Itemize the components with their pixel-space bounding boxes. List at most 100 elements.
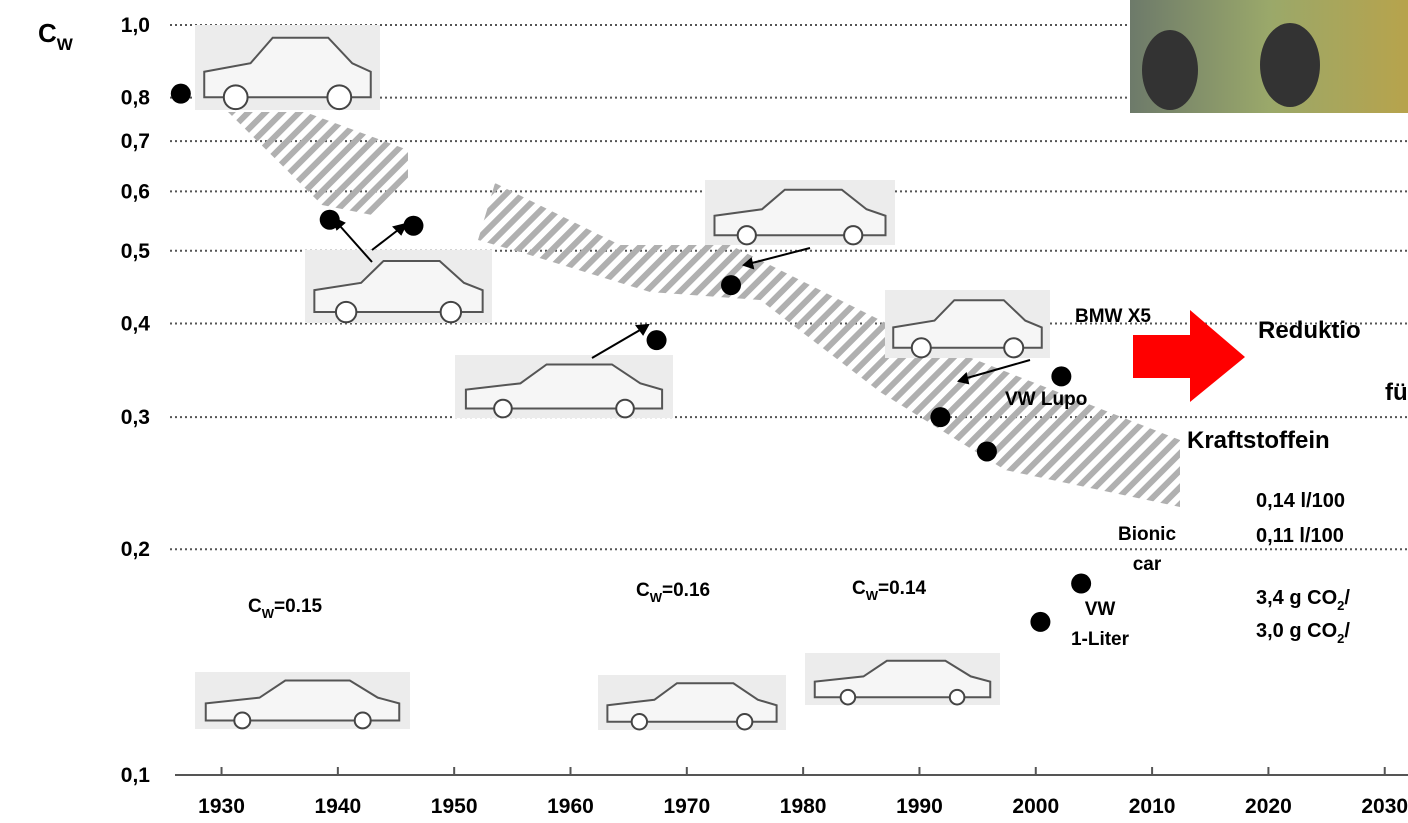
- y-axis-label: CW: [38, 18, 74, 54]
- car-body: [713, 188, 887, 237]
- side-text: Reduktio: [1258, 317, 1361, 344]
- side-text-main: 3,0 g CO: [1256, 620, 1337, 642]
- car-body: [204, 679, 401, 722]
- car-body: [313, 259, 484, 314]
- cw-text: =0.15: [274, 596, 323, 617]
- cw-sub: W: [262, 606, 275, 621]
- x-tick-label: 2030: [1361, 795, 1408, 818]
- side-text-main: fü: [1385, 379, 1408, 406]
- car-wheel: [353, 711, 372, 730]
- data-point: [930, 407, 951, 428]
- cw-main: C: [636, 580, 650, 601]
- car-image: [805, 653, 1000, 706]
- car-wheel: [1003, 337, 1025, 359]
- data-point: [721, 275, 742, 296]
- car-image: [195, 672, 410, 730]
- car-body: [203, 36, 372, 99]
- arrows: [331, 216, 1031, 385]
- y-tick-label: 0,2: [121, 538, 150, 561]
- car-wheel: [843, 225, 864, 246]
- side-text: Kraftstoffein: [1187, 427, 1330, 454]
- y-label-main: C: [38, 18, 57, 48]
- x-tick-label: 2020: [1245, 795, 1292, 818]
- side-text-post: /: [1344, 587, 1350, 609]
- data-point: [1051, 366, 1072, 387]
- car-image: [705, 180, 895, 246]
- data-point: [646, 330, 667, 351]
- data-point: [976, 441, 997, 462]
- y-tick-label: 1,0: [121, 14, 150, 37]
- y-tick-label: 0,4: [121, 312, 151, 335]
- point-annotation: 1-Liter: [1071, 629, 1130, 650]
- car-wheel: [222, 84, 249, 111]
- y-tick-label: 0,8: [121, 87, 151, 110]
- car-wheel: [910, 337, 932, 359]
- hatched-bands: [228, 112, 1180, 507]
- x-tick-label: 1980: [780, 795, 827, 818]
- x-tick-label: 1950: [431, 795, 478, 818]
- car-wheel: [839, 688, 857, 706]
- side-text-main: 0,14 l/100: [1256, 490, 1345, 512]
- y-tick-label: 0,6: [121, 180, 150, 203]
- cw-text: =0.16: [662, 580, 710, 601]
- car-wheel: [630, 713, 649, 731]
- side-text-main: 0,11 l/100: [1256, 525, 1344, 547]
- x-tick-label: 1940: [314, 795, 361, 818]
- point-annotation: BMW X5: [1075, 306, 1151, 327]
- y-tick-label: 0,7: [121, 130, 150, 153]
- cw-main: C: [852, 578, 866, 599]
- side-text: 0,14 l/100: [1256, 490, 1345, 512]
- red-arrow: [1133, 310, 1245, 402]
- side-text-sub: 2: [1337, 631, 1344, 646]
- car-body: [464, 363, 664, 410]
- point-annotation: car: [1133, 554, 1162, 575]
- car-image: [305, 250, 492, 324]
- car-wheel: [948, 688, 966, 706]
- photo: [1130, 0, 1408, 113]
- cw-label: CW=0.14: [852, 578, 927, 603]
- point-annotation: VW Lupo: [1005, 389, 1087, 410]
- car-body: [606, 682, 778, 723]
- cw-label: CW=0.16: [636, 580, 710, 605]
- x-tick-label: 2010: [1129, 795, 1176, 818]
- y-label-sub: W: [57, 35, 74, 54]
- cw-main: C: [248, 596, 262, 617]
- car-wheel: [326, 84, 353, 111]
- cw-text: =0.14: [878, 578, 927, 599]
- car-wheel: [493, 398, 513, 419]
- side-text-sub: 2: [1337, 598, 1344, 613]
- data-point: [403, 215, 424, 236]
- car-image: [598, 675, 786, 731]
- side-text-main: Reduktio: [1258, 317, 1361, 344]
- side-text-post: /: [1344, 620, 1350, 642]
- side-text: 0,11 l/100: [1256, 525, 1344, 547]
- point-annotation: Bionic: [1118, 524, 1176, 545]
- x-tick-label: 1930: [198, 795, 245, 818]
- side-text-main: 3,4 g CO: [1256, 587, 1337, 609]
- cw-sub: W: [650, 590, 663, 605]
- x-tick-label: 2000: [1012, 795, 1059, 818]
- car-image: [885, 290, 1050, 359]
- car-wheel: [615, 398, 635, 419]
- side-text: 3,0 g CO2/: [1256, 620, 1350, 646]
- data-point: [170, 83, 191, 104]
- data-point: [1071, 573, 1092, 594]
- side-text: fü: [1385, 379, 1408, 406]
- side-text-main: Kraftstoffein: [1187, 427, 1330, 454]
- car-body: [892, 299, 1043, 349]
- point-annotation: VW: [1085, 599, 1116, 620]
- side-text: 3,4 g CO2/: [1256, 587, 1350, 613]
- car-image: [195, 25, 380, 111]
- x-tick-label: 1990: [896, 795, 943, 818]
- cw-sub: W: [866, 588, 879, 603]
- x-tick-label: 1960: [547, 795, 594, 818]
- car-wheel: [233, 711, 252, 730]
- car-wheel: [334, 300, 358, 324]
- x-tick-label: 1970: [663, 795, 710, 818]
- car-body: [813, 659, 992, 699]
- y-tick-label: 0,3: [121, 406, 150, 429]
- car-image: [455, 355, 673, 419]
- car-wheel: [439, 300, 463, 324]
- data-point: [319, 209, 340, 230]
